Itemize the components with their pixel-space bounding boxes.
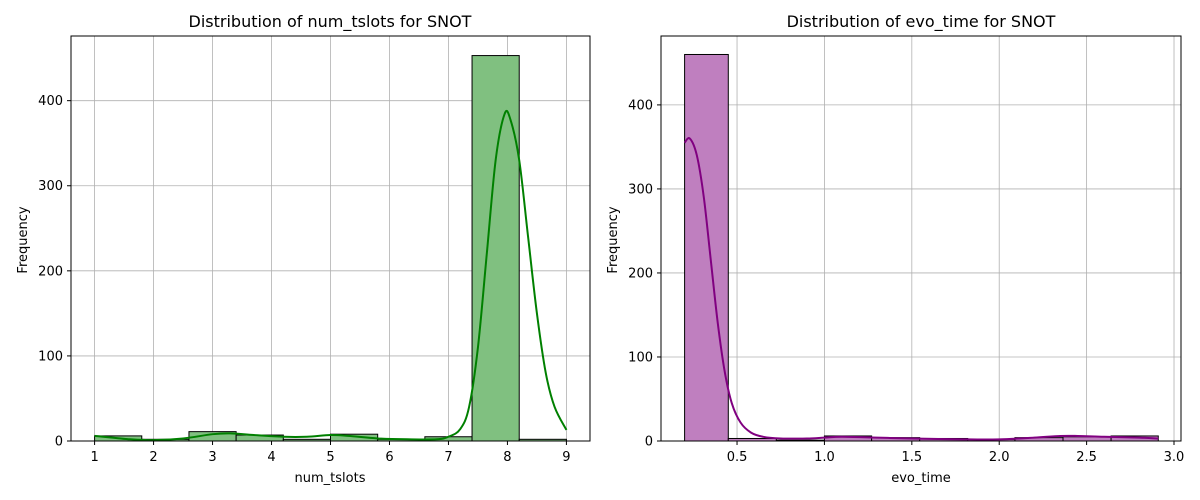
x-tick-label: 2	[149, 450, 157, 465]
x-tick-label: 2.5	[1076, 450, 1097, 465]
y-tick-label: 200	[628, 266, 653, 281]
chart-title: Distribution of num_tslots for SNOT	[189, 12, 472, 32]
y-tick-label: 100	[38, 349, 63, 364]
x-tick-label: 5	[326, 450, 334, 465]
x-tick-label: 7	[444, 450, 452, 465]
y-tick-label: 400	[38, 94, 63, 109]
chart-title: Distribution of evo_time for SNOT	[787, 12, 1056, 32]
x-tick-label: 1.0	[814, 450, 835, 465]
y-axis-label: Frequency	[16, 206, 31, 273]
y-tick-label: 100	[628, 350, 653, 365]
histogram-bar	[684, 53, 729, 442]
y-tick-label: 0	[645, 435, 653, 450]
y-tick-label: 0	[55, 435, 63, 450]
plot-frame	[660, 35, 1182, 442]
y-tick-label: 300	[628, 182, 653, 197]
x-tick-label: 3.0	[1164, 450, 1185, 465]
y-axis-label: Frequency	[606, 206, 621, 273]
y-tick-label: 300	[38, 179, 63, 194]
kde-curve	[94, 109, 568, 442]
x-tick-label: 8	[503, 450, 511, 465]
x-tick-label: 1	[90, 450, 98, 465]
kde-curve	[683, 137, 1159, 441]
x-axis-label: evo_time	[891, 471, 951, 486]
chart-evo-time: Distribution of evo_time for SNOT 0.5 1.0…	[606, 12, 1184, 486]
x-tick-label: 1.5	[901, 450, 922, 465]
y-tick-label: 200	[38, 264, 63, 279]
histogram-bar	[471, 55, 520, 442]
x-tick-label: 9	[562, 450, 570, 465]
x-tick-label: 2.0	[989, 450, 1010, 465]
chart-num-tslots: Distribution of num_tslots for SNOT 1 2 3 4…	[16, 12, 591, 486]
x-tick-label: 4	[267, 450, 275, 465]
x-tick-label: 6	[385, 450, 393, 465]
x-axis-label: num_tslots	[295, 471, 366, 486]
y-tick-label: 400	[628, 98, 653, 113]
x-tick-label: 3	[208, 450, 216, 465]
x-tick-label: 0.5	[727, 450, 748, 465]
